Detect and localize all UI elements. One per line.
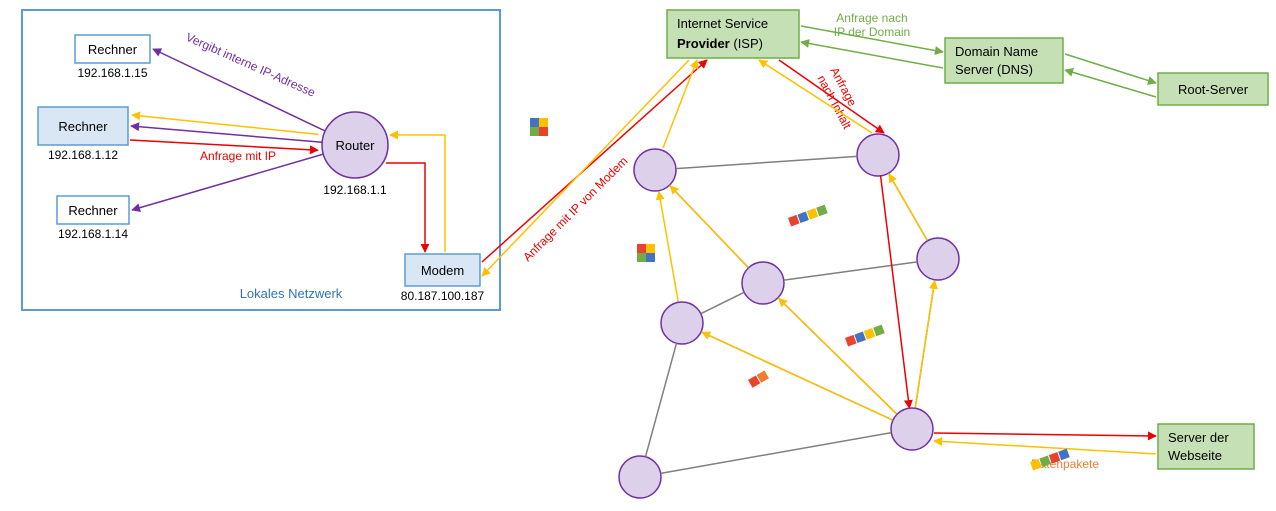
rechner-ip: 192.168.1.15 [77, 66, 147, 80]
modem-ip: 80.187.100.187 [401, 289, 485, 303]
mesh-edge [784, 262, 917, 280]
return-edge [670, 186, 748, 267]
mesh-edge [661, 433, 892, 474]
router-ip: 192.168.1.1 [323, 183, 387, 197]
n2-to-n7 [881, 176, 910, 408]
return-edge [659, 192, 678, 302]
dns-line2: Server (DNS) [955, 62, 1033, 77]
server-to-n7 [934, 441, 1156, 454]
packet-icon [788, 205, 828, 227]
return-edge [915, 281, 934, 408]
return-edge [779, 298, 897, 413]
dns-to-root [1065, 54, 1156, 83]
mesh-edge [646, 343, 677, 456]
network-node [634, 149, 676, 191]
dns-to-isp [801, 42, 943, 68]
server-line2: Webseite [1168, 448, 1222, 463]
server-line1: Server der [1168, 430, 1229, 445]
label-anfrage-ip: Anfrage mit IP [200, 149, 276, 163]
network-node [661, 302, 703, 344]
isp-line2: Provider (ISP) [677, 36, 763, 51]
rechner-label: Rechner [68, 203, 118, 218]
isp-line1: Internet Service [677, 16, 768, 31]
network-node [917, 238, 959, 280]
label-vergibt: Vergibt interne IP-Adresse [184, 30, 318, 100]
n7-to-server [934, 433, 1156, 436]
label-domain2: IP der Domain [834, 25, 910, 39]
router-to-modem [386, 163, 425, 252]
packet-icon [637, 244, 655, 262]
label-anfrage-modem: Anfrage mit IP von Modem [520, 154, 630, 264]
network-node [742, 262, 784, 304]
rechner-label: Rechner [58, 119, 108, 134]
packet-icon [530, 118, 548, 136]
network-node [891, 408, 933, 450]
return-edge [889, 174, 927, 240]
local-network-caption: Lokales Netzwerk [240, 286, 343, 301]
packet-icon [845, 325, 885, 347]
mesh-edge [676, 156, 857, 168]
network-node [857, 134, 899, 176]
rechner-label: Rechner [88, 42, 138, 57]
network-node [619, 456, 661, 498]
dns-line1: Domain Name [955, 44, 1038, 59]
modem-label: Modem [421, 263, 464, 278]
root-to-dns [1065, 70, 1156, 97]
n1-to-isp [663, 60, 697, 148]
router-label: Router [335, 138, 375, 153]
mesh-edge [701, 292, 744, 313]
router-to-rechner-reply [132, 115, 318, 134]
rechner-ip: 192.168.1.14 [58, 227, 128, 241]
label-domain1: Anfrage nach [836, 11, 907, 25]
router-to-rechner [131, 126, 322, 142]
packet-icon [748, 371, 769, 388]
root-label: Root-Server [1178, 82, 1249, 97]
modem-to-router [390, 135, 445, 252]
return-edge [702, 332, 892, 420]
rechner-ip: 192.168.1.12 [48, 148, 118, 162]
